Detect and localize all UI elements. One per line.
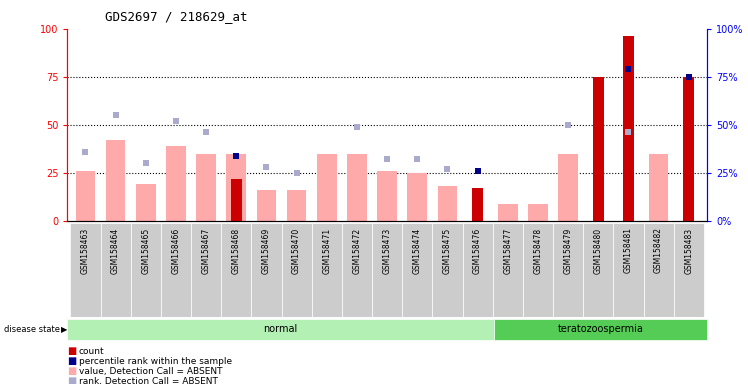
Text: GDS2697 / 218629_at: GDS2697 / 218629_at xyxy=(105,10,248,23)
Text: GSM158475: GSM158475 xyxy=(443,227,452,274)
Text: GSM158469: GSM158469 xyxy=(262,227,271,274)
Bar xyxy=(131,223,161,317)
Text: percentile rank within the sample: percentile rank within the sample xyxy=(79,357,232,366)
Text: GSM158479: GSM158479 xyxy=(563,227,572,274)
Bar xyxy=(281,223,312,317)
Bar xyxy=(438,186,457,221)
Text: ■: ■ xyxy=(67,356,76,366)
Text: ■: ■ xyxy=(67,366,76,376)
Bar xyxy=(100,223,131,317)
Text: teratozoospermia: teratozoospermia xyxy=(557,324,643,334)
Bar xyxy=(191,223,221,317)
Bar xyxy=(312,223,342,317)
Text: GSM158478: GSM158478 xyxy=(533,227,542,273)
Text: GSM158470: GSM158470 xyxy=(292,227,301,274)
Bar xyxy=(317,154,337,221)
Text: GSM158480: GSM158480 xyxy=(594,227,603,273)
Bar xyxy=(643,223,674,317)
Bar xyxy=(462,223,493,317)
Bar xyxy=(684,77,694,221)
Text: GSM158465: GSM158465 xyxy=(141,227,150,274)
Text: rank, Detection Call = ABSENT: rank, Detection Call = ABSENT xyxy=(79,377,218,384)
Text: GSM158483: GSM158483 xyxy=(684,227,693,273)
Bar xyxy=(613,223,643,317)
Bar xyxy=(227,154,246,221)
Text: value, Detection Call = ABSENT: value, Detection Call = ABSENT xyxy=(79,367,222,376)
Text: count: count xyxy=(79,347,104,356)
Bar xyxy=(472,188,483,221)
Bar xyxy=(649,154,669,221)
Bar xyxy=(377,171,397,221)
Bar xyxy=(136,184,156,221)
Text: GSM158477: GSM158477 xyxy=(503,227,512,274)
Bar xyxy=(342,223,372,317)
Bar xyxy=(623,36,634,221)
Text: GSM158481: GSM158481 xyxy=(624,227,633,273)
Text: GSM158472: GSM158472 xyxy=(352,227,361,273)
Text: GSM158467: GSM158467 xyxy=(202,227,211,274)
Bar xyxy=(493,223,523,317)
Bar xyxy=(372,223,402,317)
Text: GSM158476: GSM158476 xyxy=(473,227,482,274)
Bar xyxy=(553,223,583,317)
Bar xyxy=(161,223,191,317)
Bar xyxy=(674,223,704,317)
Bar xyxy=(498,204,518,221)
Text: GSM158466: GSM158466 xyxy=(171,227,180,274)
Bar xyxy=(523,223,553,317)
Text: ■: ■ xyxy=(67,346,76,356)
Text: GSM158482: GSM158482 xyxy=(654,227,663,273)
Text: GSM158471: GSM158471 xyxy=(322,227,331,273)
Bar xyxy=(528,204,548,221)
Text: ■: ■ xyxy=(67,376,76,384)
Text: GSM158473: GSM158473 xyxy=(382,227,392,274)
Text: GSM158474: GSM158474 xyxy=(413,227,422,274)
Bar xyxy=(408,173,427,221)
Bar xyxy=(257,190,276,221)
Bar xyxy=(221,223,251,317)
Bar xyxy=(558,154,578,221)
Bar xyxy=(196,154,216,221)
Bar xyxy=(583,223,613,317)
Text: normal: normal xyxy=(263,324,298,334)
Bar xyxy=(286,190,307,221)
Bar xyxy=(593,77,604,221)
Text: disease state: disease state xyxy=(4,325,60,334)
Text: GSM158468: GSM158468 xyxy=(232,227,241,273)
Bar xyxy=(432,223,462,317)
Bar xyxy=(105,140,126,221)
Bar xyxy=(76,171,95,221)
Bar xyxy=(231,179,242,221)
Text: GSM158463: GSM158463 xyxy=(81,227,90,274)
Bar xyxy=(402,223,432,317)
Text: GSM158464: GSM158464 xyxy=(111,227,120,274)
Text: ▶: ▶ xyxy=(61,325,68,334)
Bar xyxy=(347,154,367,221)
Bar xyxy=(166,146,186,221)
Bar xyxy=(251,223,281,317)
Bar xyxy=(70,223,100,317)
